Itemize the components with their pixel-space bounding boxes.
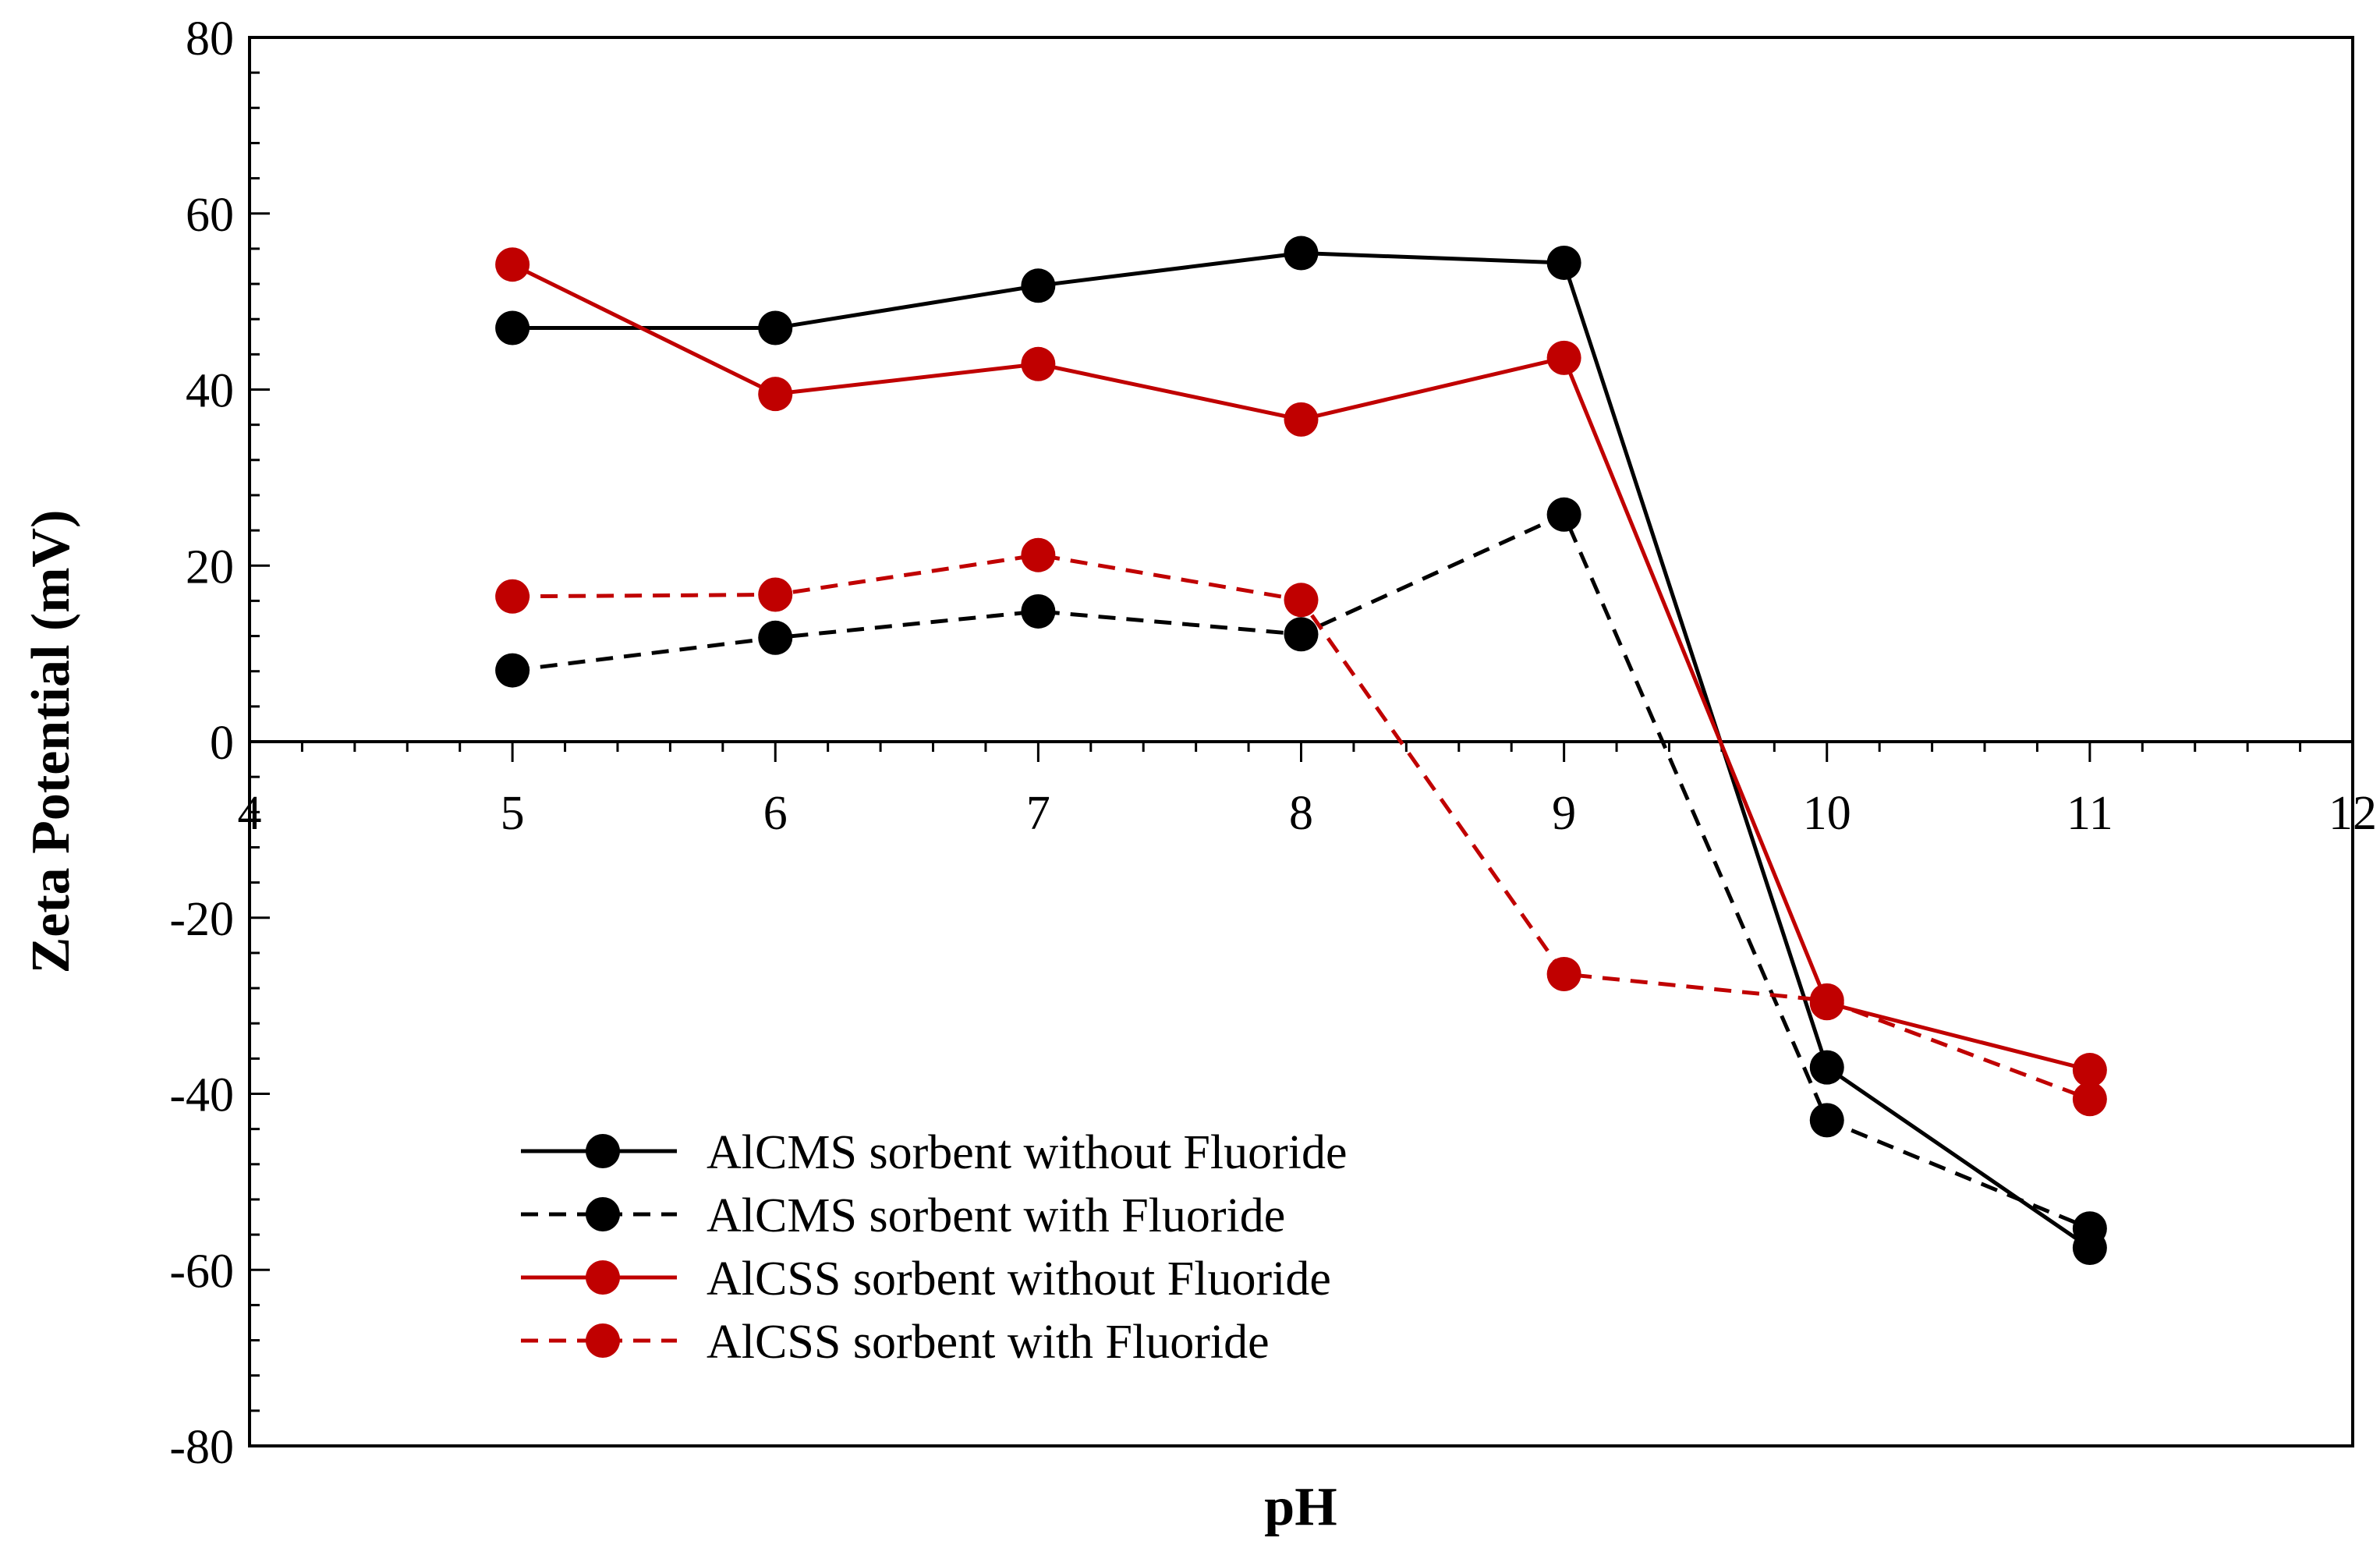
y-tick-label: -60 — [169, 1245, 234, 1298]
legend-label: AlCMS sorbent with Fluoride — [707, 1189, 1285, 1242]
data-point — [1809, 983, 1844, 1018]
legend-marker — [586, 1197, 620, 1231]
legend-marker — [586, 1323, 620, 1358]
data-point — [495, 653, 530, 688]
data-point — [758, 310, 793, 345]
y-tick-label: -20 — [169, 893, 234, 946]
data-point — [1546, 956, 1581, 991]
y-tick-label: 0 — [210, 717, 234, 770]
x-tick-label: 12 — [2329, 787, 2377, 840]
data-point — [1284, 402, 1319, 437]
data-point — [1809, 1050, 1844, 1085]
x-tick-label: 6 — [763, 787, 788, 840]
legend-item: AlCMS sorbent without Fluoride — [521, 1126, 1348, 1179]
x-axis-label: pH — [1264, 1477, 1337, 1537]
legend: AlCMS sorbent without Fluoride AlCMS sorb… — [521, 1126, 1348, 1369]
legend-label: AlCSS sorbent with Fluoride — [707, 1316, 1270, 1369]
series-2 — [495, 247, 2107, 1088]
series-1 — [495, 497, 2107, 1246]
y-axis-label: Zeta Potential (mV) — [21, 510, 81, 974]
x-tick-label: 10 — [1803, 787, 1851, 840]
series-0 — [495, 236, 2107, 1266]
data-point — [1284, 583, 1319, 618]
data-point — [1284, 236, 1319, 271]
y-tick-label: 20 — [186, 540, 234, 593]
legend-item: AlCSS sorbent without Fluoride — [521, 1253, 1331, 1306]
series-3 — [495, 537, 2107, 1117]
data-point — [1809, 1103, 1844, 1138]
x-tick-label: 4 — [238, 787, 262, 840]
data-point — [758, 377, 793, 412]
data-point — [2072, 1082, 2107, 1117]
legend-item: AlCSS sorbent with Fluoride — [521, 1316, 1270, 1369]
y-tick-label: 80 — [186, 12, 234, 66]
data-point — [2072, 1211, 2107, 1246]
x-tick-label: 11 — [2067, 787, 2113, 840]
data-point — [2072, 1053, 2107, 1088]
x-tick-label: 7 — [1026, 787, 1050, 840]
series-layer — [495, 236, 2107, 1266]
series-line — [511, 262, 2091, 1072]
data-point — [758, 577, 793, 612]
data-point — [1546, 340, 1581, 375]
x-tick-label: 5 — [501, 787, 525, 840]
y-tick-label: -80 — [169, 1421, 234, 1474]
y-tick-label: -40 — [169, 1069, 234, 1122]
data-point — [1546, 245, 1581, 280]
legend-label: AlCMS sorbent without Fluoride — [707, 1126, 1348, 1179]
data-point — [1021, 346, 1056, 381]
x-tick-label: 8 — [1289, 787, 1313, 840]
data-point — [1284, 617, 1319, 652]
data-point — [495, 310, 530, 345]
ticks-layer: -80 -60 -40 -20 0 20 40 60 80 4 5 6 7 8 9 10 11 12 — [169, 12, 2377, 1474]
y-tick-label: 40 — [186, 365, 234, 418]
data-point — [1021, 268, 1056, 303]
legend-label: AlCSS sorbent without Fluoride — [707, 1253, 1331, 1306]
data-point — [1021, 537, 1056, 572]
data-point — [1021, 593, 1056, 629]
legend-item: AlCMS sorbent with Fluoride — [521, 1189, 1285, 1242]
data-point — [495, 247, 530, 282]
data-point — [758, 620, 793, 655]
legend-marker — [586, 1260, 620, 1295]
y-tick-label: 60 — [186, 189, 234, 242]
legend-marker — [586, 1134, 620, 1168]
data-point — [495, 579, 530, 614]
data-point — [1546, 497, 1581, 532]
x-tick-label: 9 — [1552, 787, 1576, 840]
